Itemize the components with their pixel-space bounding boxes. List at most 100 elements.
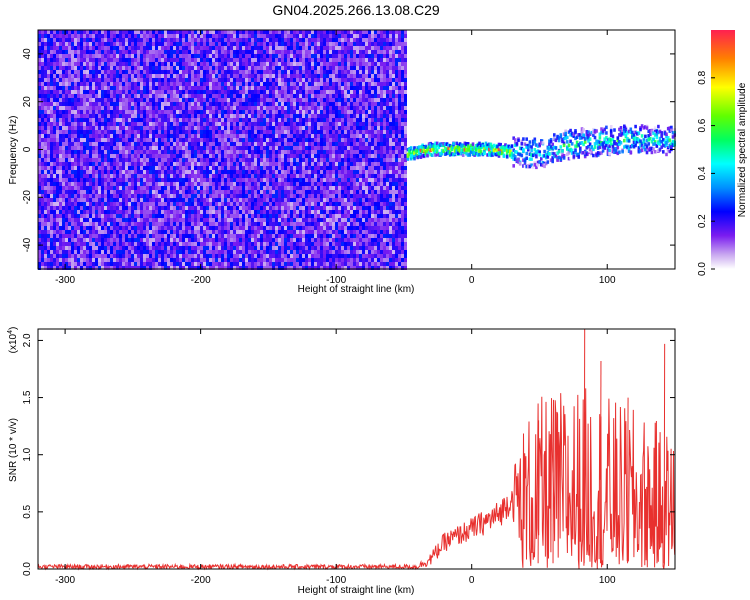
noise-cell — [182, 138, 185, 142]
noise-cell — [149, 82, 152, 86]
noise-cell — [269, 170, 272, 174]
noise-cell — [143, 106, 146, 110]
noise-cell — [236, 42, 239, 46]
noise-cell — [38, 38, 41, 42]
noise-cell — [242, 190, 245, 194]
noise-cell — [260, 78, 263, 82]
noise-cell — [125, 130, 128, 134]
noise-cell — [101, 210, 104, 214]
noise-cell — [284, 114, 287, 118]
noise-cell — [71, 98, 74, 102]
noise-cell — [149, 70, 152, 74]
noise-cell — [104, 62, 107, 66]
noise-cell — [80, 78, 83, 82]
noise-cell — [158, 142, 161, 146]
noise-cell — [284, 210, 287, 214]
noise-cell — [74, 190, 77, 194]
noise-cell — [71, 42, 74, 46]
noise-cell — [77, 218, 80, 222]
noise-cell — [41, 134, 44, 138]
noise-cell — [251, 118, 254, 122]
noise-cell — [212, 30, 215, 34]
noise-cell — [119, 222, 122, 226]
noise-cell — [209, 166, 212, 170]
noise-cell — [95, 162, 98, 166]
noise-cell — [146, 38, 149, 42]
noise-cell — [212, 70, 215, 74]
noise-cell — [104, 198, 107, 202]
noise-cell — [194, 230, 197, 234]
noise-cell — [161, 210, 164, 214]
noise-cell — [98, 202, 101, 206]
noise-cell — [131, 58, 134, 62]
noise-cell — [257, 254, 260, 258]
noise-cell — [254, 98, 257, 102]
noise-cell — [98, 266, 101, 270]
noise-cell — [56, 98, 59, 102]
noise-cell — [263, 106, 266, 110]
noise-cell — [173, 66, 176, 70]
noise-cell — [143, 114, 146, 118]
noise-cell — [173, 182, 176, 186]
noise-cell — [140, 118, 143, 122]
noise-cell — [245, 146, 248, 150]
noise-cell — [92, 246, 95, 250]
noise-cell — [230, 162, 233, 166]
noise-cell — [194, 150, 197, 154]
noise-cell — [80, 150, 83, 154]
noise-cell — [104, 266, 107, 270]
noise-cell — [200, 66, 203, 70]
noise-cell — [167, 154, 170, 158]
noise-cell — [74, 70, 77, 74]
noise-cell — [89, 150, 92, 154]
noise-cell — [164, 142, 167, 146]
noise-cell — [236, 146, 239, 150]
noise-cell — [164, 38, 167, 42]
noise-cell — [254, 66, 257, 70]
noise-cell — [68, 250, 71, 254]
noise-cell — [107, 158, 110, 162]
noise-cell — [242, 214, 245, 218]
noise-cell — [200, 90, 203, 94]
noise-cell — [119, 82, 122, 86]
noise-cell — [119, 90, 122, 94]
noise-cell — [83, 126, 86, 130]
noise-cell — [233, 130, 236, 134]
noise-cell — [260, 50, 263, 54]
noise-cell — [269, 194, 272, 198]
noise-cell — [179, 150, 182, 154]
noise-cell — [215, 218, 218, 222]
noise-cell — [239, 82, 242, 86]
noise-cell — [251, 110, 254, 114]
noise-cell — [167, 266, 170, 270]
noise-cell — [68, 266, 71, 270]
noise-cell — [146, 138, 149, 142]
noise-cell — [218, 98, 221, 102]
noise-cell — [284, 170, 287, 174]
noise-cell — [215, 138, 218, 142]
noise-cell — [206, 182, 209, 186]
noise-cell — [98, 122, 101, 126]
noise-cell — [131, 54, 134, 58]
noise-cell — [47, 146, 50, 150]
noise-cell — [131, 154, 134, 158]
noise-cell — [77, 214, 80, 218]
noise-cell — [104, 114, 107, 118]
noise-cell — [110, 174, 113, 178]
noise-cell — [125, 86, 128, 90]
noise-cell — [167, 130, 170, 134]
noise-cell — [206, 46, 209, 50]
noise-cell — [275, 158, 278, 162]
noise-cell — [101, 42, 104, 46]
noise-cell — [62, 162, 65, 166]
noise-cell — [80, 218, 83, 222]
noise-cell — [260, 38, 263, 42]
noise-cell — [122, 178, 125, 182]
noise-cell — [149, 218, 152, 222]
noise-cell — [236, 182, 239, 186]
noise-cell — [44, 254, 47, 258]
noise-cell — [119, 266, 122, 270]
noise-cell — [125, 74, 128, 78]
noise-cell — [122, 90, 125, 94]
noise-cell — [266, 154, 269, 158]
